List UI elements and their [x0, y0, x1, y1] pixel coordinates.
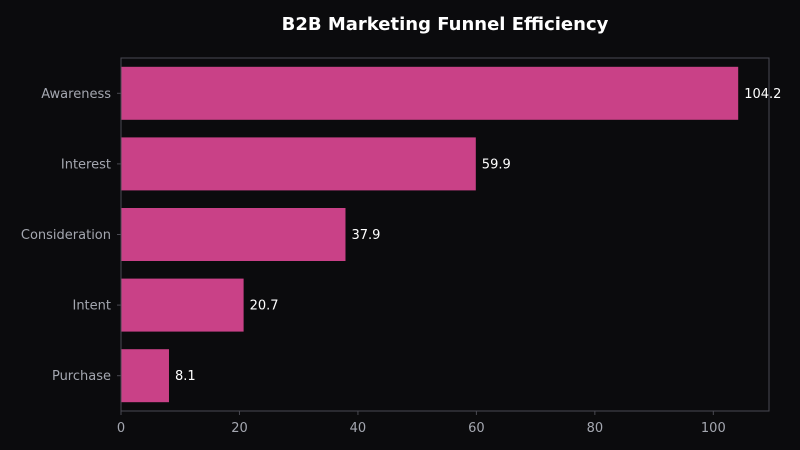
bar-awareness — [121, 66, 739, 120]
bar-purchase — [121, 349, 169, 403]
x-tick-label-20: 20 — [231, 421, 248, 436]
data-label-consideration: 37.9 — [351, 228, 380, 243]
plot-frame — [120, 57, 770, 412]
data-label-intent: 20.7 — [250, 299, 279, 314]
x-tick-label-40: 40 — [350, 421, 367, 436]
bar-consideration — [121, 208, 346, 261]
data-labels-layer: 104.2 59.9 37.9 20.7 8.1 — [175, 87, 781, 384]
bar-intent — [121, 278, 244, 332]
y-tick-label-consideration: Consideration — [21, 228, 111, 243]
data-label-interest: 59.9 — [482, 157, 511, 172]
x-tick-label-60: 60 — [468, 421, 485, 436]
data-label-awareness: 104.2 — [744, 87, 781, 102]
y-tick-label-purchase: Purchase — [52, 369, 111, 384]
y-axis: Awareness Interest Consideration Intent Purc… — [21, 87, 121, 384]
y-tick-label-interest: Interest — [61, 157, 111, 172]
bars-layer — [121, 66, 739, 403]
data-label-purchase: 8.1 — [175, 369, 196, 384]
y-tick-label-awareness: Awareness — [41, 87, 111, 102]
x-axis: 0 20 40 60 80 100 — [117, 411, 726, 436]
y-tick-label-intent: Intent — [72, 299, 111, 314]
x-tick-label-0: 0 — [117, 421, 125, 436]
x-tick-label-100: 100 — [701, 421, 726, 436]
x-tick-label-80: 80 — [587, 421, 604, 436]
chart-title: B2B Marketing Funnel Efficiency — [282, 14, 609, 35]
bar-interest — [121, 137, 476, 191]
